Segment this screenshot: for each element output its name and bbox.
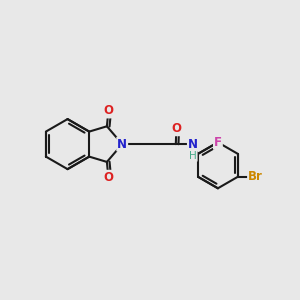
Text: Br: Br <box>248 170 263 183</box>
Text: O: O <box>103 171 113 184</box>
Text: N: N <box>188 138 198 151</box>
Text: O: O <box>103 104 113 118</box>
Text: F: F <box>214 136 222 149</box>
Text: N: N <box>117 138 127 151</box>
Text: H: H <box>189 151 197 161</box>
Text: O: O <box>171 122 182 135</box>
